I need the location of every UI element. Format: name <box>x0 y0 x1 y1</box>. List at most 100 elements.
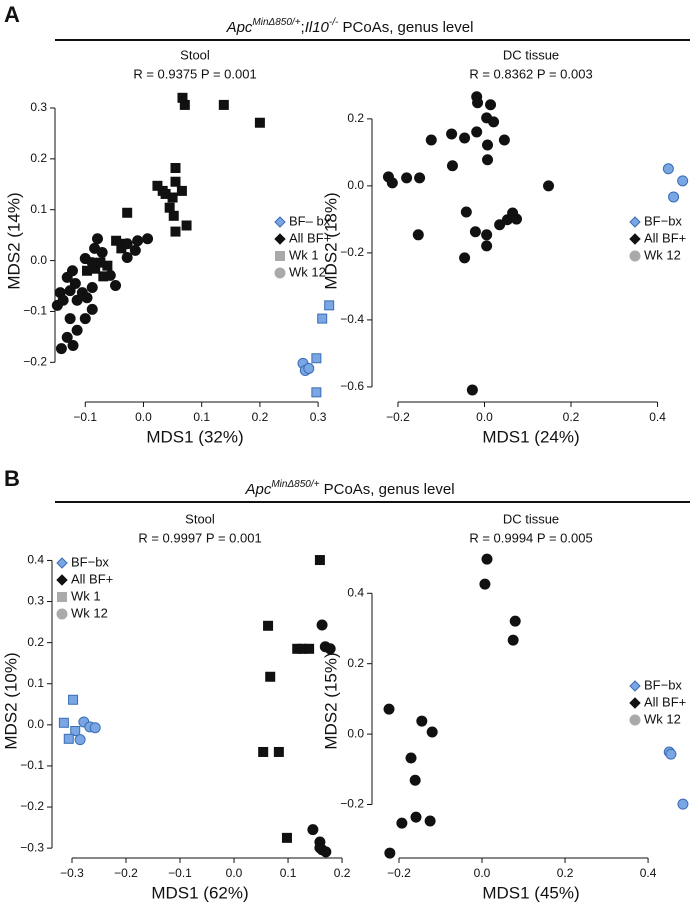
data-point <box>426 726 438 738</box>
legend-marker <box>56 557 68 569</box>
x-tick-label: 0.4 <box>640 866 657 880</box>
y-axis-label: MDS2 (14%) <box>4 192 23 289</box>
data-point <box>677 175 689 187</box>
y-tick-label: 0.1 <box>27 676 44 690</box>
legend-marker <box>275 251 285 261</box>
data-point <box>424 815 436 827</box>
data-point <box>324 643 336 655</box>
y-tick-label: −0.1 <box>23 304 47 318</box>
y-tick-label: −0.2 <box>340 245 364 259</box>
data-point <box>122 207 133 218</box>
x-axis-label: MDS1 (45%) <box>482 883 579 902</box>
y-tick-label: 0.1 <box>30 202 47 216</box>
chart-subtitle: R = 0.9994 P = 0.005 <box>469 530 592 545</box>
data-point <box>170 163 181 174</box>
data-point <box>401 172 413 184</box>
x-tick-label: 0.2 <box>252 410 269 424</box>
data-point <box>258 746 269 757</box>
y-tick-label: 0.2 <box>347 656 364 670</box>
chart-subtitle: R = 0.8362 P = 0.003 <box>469 66 592 81</box>
data-point <box>63 733 74 744</box>
data-point <box>71 324 83 336</box>
x-tick-label: 0.3 <box>310 410 327 424</box>
legend-label: Wk 12 <box>644 247 681 262</box>
legend-marker <box>274 267 286 279</box>
title-part: Il10 <box>305 19 330 36</box>
chart-title: DC tissue <box>503 511 559 526</box>
title-part: PCoAs, genus level <box>319 481 454 498</box>
legend-label: BF−bx <box>644 677 682 692</box>
data-point <box>311 353 322 364</box>
data-point <box>543 180 555 192</box>
y-tick-label: −0.3 <box>20 840 44 854</box>
data-point <box>311 387 322 398</box>
legend-label: Wk 12 <box>289 264 326 279</box>
x-tick-label: −0.2 <box>386 410 410 424</box>
data-point <box>64 313 76 325</box>
data-point <box>86 257 98 269</box>
data-point <box>481 240 493 252</box>
legend-marker <box>629 233 641 245</box>
data-point <box>79 313 91 325</box>
title-part: ; <box>301 19 305 36</box>
y-tick-label: 0.2 <box>347 111 364 125</box>
data-point <box>481 553 493 565</box>
x-tick-label: 0.0 <box>474 866 491 880</box>
data-point <box>396 817 408 829</box>
legend-label: All BF+ <box>71 571 113 586</box>
data-point <box>482 154 494 166</box>
data-point <box>386 177 398 189</box>
x-tick-label: 0.2 <box>557 866 574 880</box>
chart-title: Stool <box>185 511 215 526</box>
data-point <box>168 210 179 221</box>
data-point <box>55 343 67 355</box>
legend-label: Wk 12 <box>644 711 681 726</box>
data-point <box>273 746 284 757</box>
legend-label: Wk 1 <box>289 247 319 262</box>
data-point <box>414 172 426 184</box>
data-point <box>82 265 93 276</box>
y-tick-label: 0.2 <box>27 635 44 649</box>
x-tick-label: 0.1 <box>193 410 210 424</box>
x-axis-label: MDS1 (32%) <box>146 427 243 446</box>
x-tick-label: −0.2 <box>114 866 138 880</box>
data-point <box>472 97 484 109</box>
y-tick-label: 0.0 <box>347 178 364 192</box>
data-point <box>446 160 458 172</box>
data-point <box>469 226 481 238</box>
y-tick-label: −0.2 <box>340 797 364 811</box>
data-point <box>66 265 78 277</box>
x-tick-label: 0.0 <box>476 410 493 424</box>
legend-label: Wk 12 <box>71 605 108 620</box>
legend-marker <box>274 216 286 228</box>
y-tick-label: 0.0 <box>347 726 364 740</box>
legend-marker <box>629 250 641 262</box>
data-point <box>176 185 187 196</box>
data-point <box>181 220 192 231</box>
data-point <box>96 246 108 258</box>
x-tick-label: 0.1 <box>280 866 297 880</box>
legend-marker <box>56 574 68 586</box>
panel-label: B <box>4 466 20 491</box>
data-point <box>304 643 315 654</box>
data-point <box>86 303 98 315</box>
legend-label: BF– bx <box>289 213 331 228</box>
data-point <box>104 269 116 281</box>
x-tick-label: 0.2 <box>334 866 351 880</box>
data-point <box>479 578 491 590</box>
legend-marker <box>629 216 641 228</box>
data-point <box>459 252 471 264</box>
y-tick-label: −0.2 <box>20 799 44 813</box>
data-point <box>67 340 79 352</box>
legend-label: Wk 1 <box>71 588 101 603</box>
data-point <box>81 292 93 304</box>
data-point <box>316 619 328 631</box>
title-part: PCoAs, genus level <box>338 19 473 36</box>
data-point <box>459 132 471 144</box>
data-point <box>281 832 292 843</box>
title-part: MinΔ850/+ <box>271 479 319 490</box>
data-point <box>662 163 674 175</box>
section-title: ApcMinΔ850/+ PCoAs, genus level <box>244 479 454 498</box>
x-tick-label: 0.0 <box>226 866 243 880</box>
